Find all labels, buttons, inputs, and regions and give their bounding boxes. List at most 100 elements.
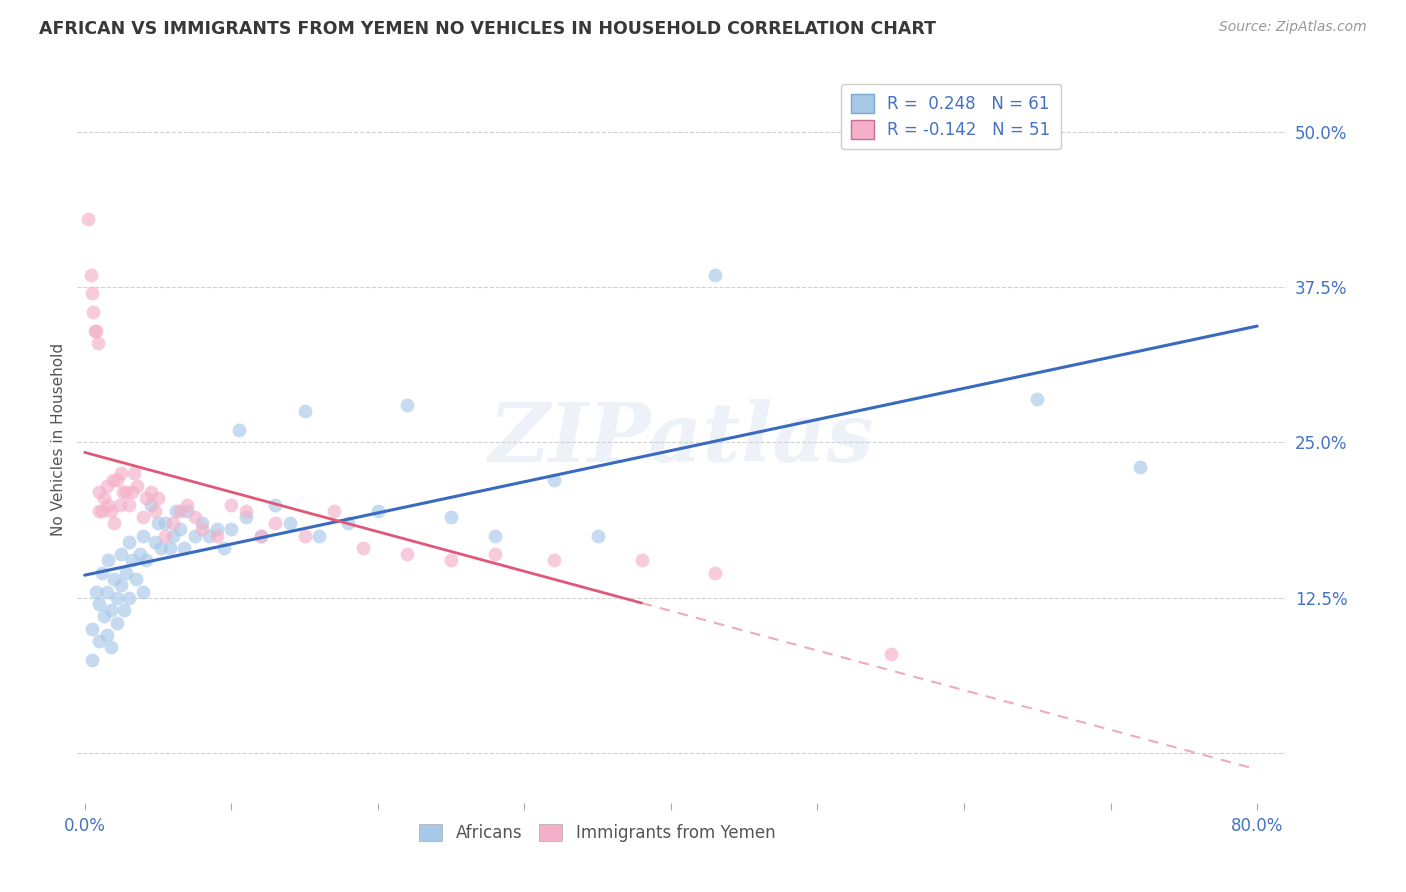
Point — [191, 523, 214, 537]
Point — [159, 541, 181, 555]
Point — [129, 547, 152, 561]
Point — [484, 528, 506, 542]
Point — [586, 528, 609, 542]
Point — [1129, 460, 1152, 475]
Point — [176, 498, 198, 512]
Point — [143, 504, 166, 518]
Legend: Africans, Immigrants from Yemen: Africans, Immigrants from Yemen — [412, 817, 782, 849]
Point — [294, 404, 316, 418]
Point — [132, 528, 155, 542]
Point — [322, 504, 344, 518]
Point — [440, 553, 463, 567]
Point — [440, 510, 463, 524]
Point — [219, 498, 242, 512]
Point — [183, 528, 205, 542]
Point — [112, 603, 135, 617]
Point — [176, 504, 198, 518]
Y-axis label: No Vehicles in Household: No Vehicles in Household — [51, 343, 66, 536]
Point — [367, 504, 389, 518]
Point — [249, 528, 271, 542]
Point — [162, 528, 184, 542]
Point — [278, 516, 301, 531]
Point — [100, 640, 122, 655]
Point — [396, 398, 419, 412]
Point — [146, 491, 169, 506]
Point — [105, 473, 128, 487]
Point — [97, 553, 120, 567]
Point — [352, 541, 374, 555]
Point — [117, 498, 139, 512]
Point — [205, 523, 228, 537]
Point — [264, 516, 287, 531]
Point — [100, 504, 122, 518]
Point — [173, 541, 195, 555]
Point — [484, 547, 506, 561]
Point — [235, 510, 257, 524]
Point — [93, 609, 115, 624]
Point — [96, 479, 118, 493]
Point — [97, 498, 120, 512]
Point — [543, 473, 565, 487]
Point — [87, 336, 110, 351]
Point — [117, 534, 139, 549]
Point — [89, 485, 111, 500]
Point — [165, 504, 187, 518]
Point — [264, 498, 287, 512]
Point — [127, 479, 149, 493]
Point — [110, 467, 132, 481]
Point — [143, 534, 166, 549]
Point — [396, 547, 419, 561]
Point — [103, 516, 125, 531]
Point — [82, 305, 104, 319]
Point — [249, 528, 271, 542]
Text: AFRICAN VS IMMIGRANTS FROM YEMEN NO VEHICLES IN HOUSEHOLD CORRELATION CHART: AFRICAN VS IMMIGRANTS FROM YEMEN NO VEHI… — [39, 20, 936, 37]
Point — [124, 467, 146, 481]
Point — [169, 523, 191, 537]
Point — [212, 541, 235, 555]
Point — [183, 510, 205, 524]
Point — [125, 572, 148, 586]
Point — [228, 423, 250, 437]
Point — [89, 597, 111, 611]
Point — [100, 603, 122, 617]
Point — [105, 615, 128, 630]
Point — [96, 584, 118, 599]
Point — [205, 528, 228, 542]
Point — [149, 541, 172, 555]
Point — [337, 516, 360, 531]
Point — [169, 504, 191, 518]
Point — [146, 516, 169, 531]
Text: ZIPatlas: ZIPatlas — [489, 400, 875, 479]
Point — [84, 324, 107, 338]
Point — [80, 622, 103, 636]
Point — [111, 485, 134, 500]
Text: Source: ZipAtlas.com: Source: ZipAtlas.com — [1219, 20, 1367, 34]
Point — [89, 634, 111, 648]
Point — [139, 498, 162, 512]
Point — [96, 628, 118, 642]
Point — [132, 510, 155, 524]
Point — [117, 591, 139, 605]
Point — [1026, 392, 1049, 406]
Point — [132, 584, 155, 599]
Point — [79, 268, 101, 282]
Point — [114, 485, 136, 500]
Point — [135, 553, 157, 567]
Point — [86, 584, 108, 599]
Point — [703, 566, 725, 580]
Point — [86, 324, 108, 338]
Point — [139, 485, 162, 500]
Point — [294, 528, 316, 542]
Point — [91, 566, 114, 580]
Point — [114, 566, 136, 580]
Point — [80, 286, 103, 301]
Point — [191, 516, 214, 531]
Point — [89, 504, 111, 518]
Point — [308, 528, 330, 542]
Point — [93, 491, 115, 506]
Point — [105, 591, 128, 605]
Point — [110, 578, 132, 592]
Point — [76, 211, 98, 226]
Point — [880, 647, 903, 661]
Point — [80, 653, 103, 667]
